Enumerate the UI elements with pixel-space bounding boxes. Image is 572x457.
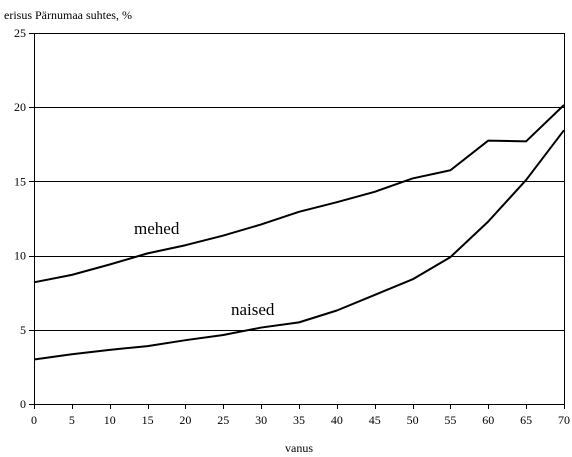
x-tick-label: 55 — [444, 413, 456, 427]
x-tick-label: 65 — [520, 413, 532, 427]
x-axis-title: vanus — [285, 441, 313, 455]
x-tick-label: 30 — [255, 413, 267, 427]
x-tick-label: 0 — [31, 413, 37, 427]
y-tick-label: 10 — [14, 249, 26, 263]
x-tick-label: 15 — [142, 413, 154, 427]
series-lines — [33, 104, 565, 361]
x-tick-label: 40 — [331, 413, 343, 427]
x-axis-tick-labels: 0 5 10 15 20 25 30 35 40 45 50 55 60 65 70 — [31, 413, 570, 427]
y-tick-label: 15 — [14, 174, 26, 188]
series-label-naised: naised — [231, 300, 275, 319]
y-tick-label: 20 — [14, 100, 26, 114]
x-tick-label: 5 — [69, 413, 75, 427]
x-tick-label: 70 — [558, 413, 570, 427]
x-tick-label: 35 — [293, 413, 305, 427]
x-tick-label: 50 — [407, 413, 419, 427]
y-tick-label: 25 — [14, 26, 26, 40]
series-line-mehed — [33, 104, 565, 284]
y-axis-tick-labels: 0 5 10 15 20 25 — [14, 26, 26, 411]
axis-ticks — [29, 33, 565, 409]
x-tick-label: 45 — [369, 413, 381, 427]
x-tick-label: 20 — [179, 413, 191, 427]
x-tick-label: 10 — [104, 413, 116, 427]
series-label-mehed: mehed — [134, 219, 180, 238]
x-tick-label: 60 — [482, 413, 494, 427]
y-tick-label: 5 — [20, 323, 26, 337]
y-axis-title: erisus Pärnumaa suhtes, % — [4, 8, 132, 22]
x-tick-label: 25 — [217, 413, 229, 427]
grid-lines — [34, 107, 564, 331]
series-line-naised — [33, 129, 565, 361]
y-tick-label: 0 — [20, 397, 26, 411]
